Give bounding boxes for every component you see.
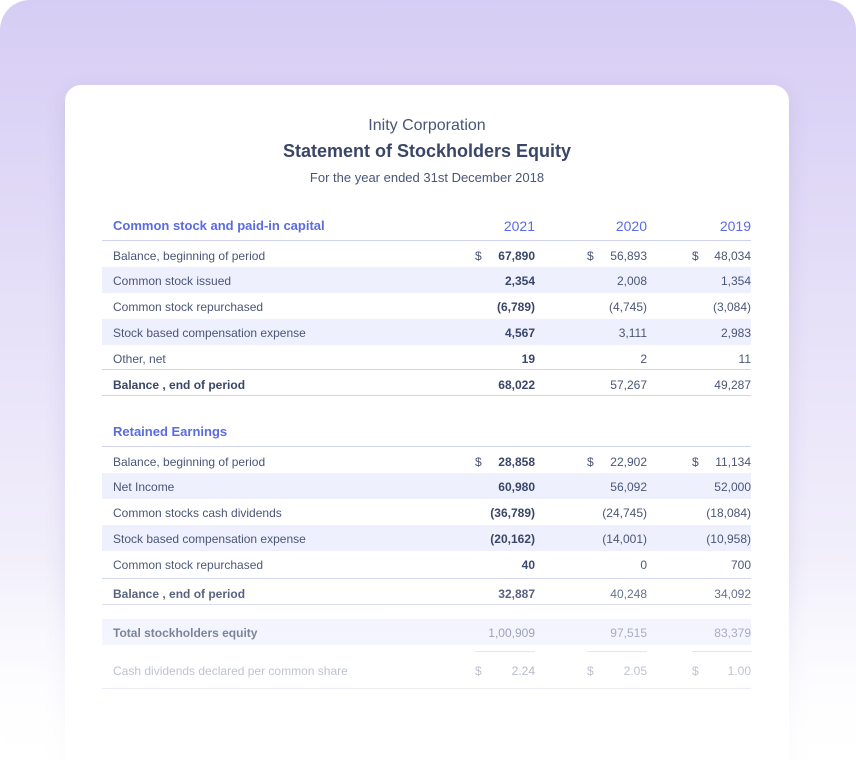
table-row: Other, net 19 2 11 (102, 345, 751, 371)
section-common-stock-header: Common stock and paid-in capital 2021 20… (102, 210, 751, 241)
currency-symbol: $ (475, 249, 482, 263)
row-label: Net Income (113, 480, 175, 494)
row-label: Balance, beginning of period (113, 249, 266, 263)
value-2019: (10,958) (706, 532, 751, 546)
value-2020: 56,893 (610, 249, 647, 263)
row-label: Stock based compensation expense (113, 326, 306, 340)
divider (102, 395, 751, 396)
currency-symbol: $ (475, 455, 482, 469)
year-col-3: 2019 (719, 218, 751, 234)
table-row: Common stock issued 2,354 2,008 1,354 (102, 267, 751, 293)
value-2020: 97,515 (610, 626, 647, 640)
divider (587, 651, 647, 652)
value-2019: 83,379 (714, 626, 751, 640)
table-row: Common stocks cash dividends (36,789) (2… (102, 499, 751, 525)
value-2020: (4,745) (608, 300, 647, 314)
value-2019: 1,354 (720, 274, 751, 288)
section-heading: Common stock and paid-in capital (113, 218, 325, 233)
row-label: Common stock repurchased (113, 558, 264, 572)
value-2019: 1.00 (727, 664, 751, 678)
value-2021: 2,354 (504, 274, 535, 288)
value-2019: 49,287 (714, 378, 751, 392)
company-name: Inity Corporation (368, 117, 486, 134)
row-label: Stock based compensation expense (113, 532, 306, 546)
currency-symbol: $ (692, 249, 699, 263)
value-2021: 1,00,909 (488, 626, 535, 640)
row-label: Common stock issued (113, 274, 232, 288)
statement-card: Inity Corporation Statement of Stockhold… (65, 85, 789, 760)
value-2021: 67,890 (498, 249, 535, 263)
value-2019: 2,983 (720, 326, 751, 340)
value-2020: 2,008 (616, 274, 647, 288)
row-label: Other, net (113, 352, 166, 366)
row-label: Total stockholders equity (113, 626, 258, 640)
value-2019: 48,034 (714, 249, 751, 263)
currency-symbol: $ (475, 664, 482, 678)
value-2020: 2 (640, 352, 647, 366)
value-2021: 32,887 (498, 587, 535, 601)
value-2021: 19 (521, 352, 535, 366)
value-2020: 0 (640, 558, 647, 572)
row-label: Balance , end of period (113, 378, 246, 392)
value-2020: 3,111 (618, 326, 647, 340)
table-row: Stock based compensation expense 4,567 3… (102, 319, 751, 345)
section-retained-earnings-header: Retained Earnings (102, 416, 751, 447)
section-heading: Retained Earnings (113, 424, 228, 439)
row-label: Common stocks cash dividends (113, 506, 282, 520)
divider (475, 651, 535, 652)
value-2021: 2.24 (511, 664, 535, 678)
value-2020: 56,092 (610, 480, 647, 494)
value-2019: (18,084) (706, 506, 751, 520)
divider (102, 688, 751, 689)
value-2019: 34,092 (714, 587, 751, 601)
currency-symbol: $ (692, 664, 699, 678)
table-row: Common stock repurchased (6,789) (4,745)… (102, 293, 751, 319)
value-2021: 40 (521, 558, 535, 572)
value-2019: 52,000 (714, 480, 751, 494)
row-label: Cash dividends declared per common share (113, 664, 348, 678)
value-2020: 40,248 (610, 587, 647, 601)
value-2021: 28,858 (498, 455, 535, 469)
table-row: Balance, beginning of period $ 67,890 $ … (102, 242, 751, 268)
value-2021: 60,980 (498, 480, 535, 494)
table-row-grand-total: Total stockholders equity 1,00,909 97,51… (102, 619, 751, 645)
value-2021: (36,789) (490, 506, 535, 520)
currency-symbol: $ (587, 249, 594, 263)
row-label: Balance, beginning of period (113, 455, 266, 469)
value-2019: 11 (738, 352, 751, 366)
value-2019: 11,134 (715, 455, 751, 469)
value-2020: 2.05 (623, 664, 647, 678)
value-2019: (3,084) (712, 300, 751, 314)
currency-symbol: $ (587, 455, 594, 469)
value-2021: (20,162) (490, 532, 535, 546)
value-2021: 68,022 (498, 378, 535, 392)
row-label: Common stock repurchased (113, 300, 264, 314)
table-row: Net Income 60,980 56,092 52,000 (102, 473, 751, 499)
value-2021: 4,567 (504, 326, 535, 340)
value-2020: (24,745) (602, 506, 647, 520)
row-label: Balance , end of period (113, 587, 246, 601)
year-col-2: 2020 (615, 218, 647, 234)
table-row: Stock based compensation expense (20,162… (102, 525, 751, 551)
table-row-dividends: Cash dividends declared per common share… (102, 657, 751, 683)
divider (102, 369, 751, 370)
value-2020: (14,001) (602, 532, 647, 546)
divider (102, 604, 751, 605)
value-2019: 700 (730, 558, 751, 572)
table-row-total: Balance , end of period 32,887 40,248 34… (102, 580, 751, 606)
table-row: Common stock repurchased 40 0 700 (102, 551, 751, 577)
divider (692, 651, 752, 652)
statement-subtitle: For the year ended 31st December 2018 (309, 170, 545, 185)
value-2021: (6,789) (496, 300, 535, 314)
table-row-total: Balance , end of period 68,022 57,267 49… (102, 371, 751, 397)
table-row: Balance, beginning of period $ 28,858 $ … (102, 448, 751, 474)
value-2020: 22,902 (610, 455, 647, 469)
currency-symbol: $ (587, 664, 594, 678)
divider (102, 578, 751, 579)
currency-symbol: $ (692, 455, 699, 469)
year-col-1: 2021 (503, 218, 535, 234)
value-2020: 57,267 (610, 378, 647, 392)
statement-title: Statement of Stockholders Equity (282, 141, 572, 161)
